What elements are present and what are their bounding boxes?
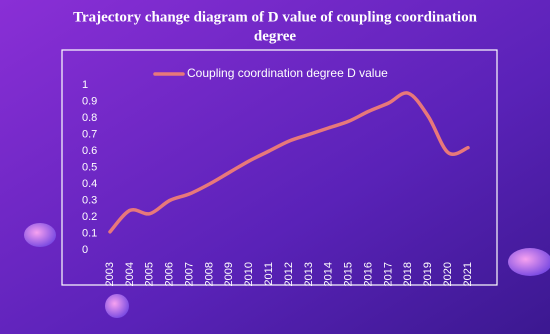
x-tick-label: 2007 (183, 262, 195, 286)
data-line (108, 91, 470, 234)
chart-title: degree (254, 28, 297, 44)
decoration (508, 248, 550, 276)
x-tick-label: 2009 (223, 262, 235, 286)
x-tick-label: 2003 (104, 262, 116, 286)
x-tick-label: 2018 (402, 262, 414, 286)
y-tick-label: 0.7 (82, 128, 97, 140)
decoration (105, 294, 129, 318)
x-tick-label: 2013 (303, 262, 315, 286)
y-tick-label: 0.4 (82, 178, 97, 190)
y-tick-label: 0.6 (82, 145, 97, 157)
x-tick-label: 2021 (462, 262, 474, 286)
chart-title: Trajectory change diagram of D value of … (73, 9, 478, 25)
x-tick-label: 2005 (144, 262, 156, 286)
x-tick-label: 2016 (362, 262, 374, 286)
plot-frame (61, 49, 498, 286)
x-tick-label: 2019 (422, 262, 434, 286)
x-tick-label: 2020 (442, 262, 454, 286)
y-tick-label: 0 (82, 244, 88, 256)
y-tick-label: 0.1 (82, 227, 97, 239)
x-tick-label: 2006 (164, 262, 176, 286)
x-tick-label: 2011 (263, 262, 275, 286)
x-tick-label: 2008 (203, 262, 215, 286)
x-tick-label: 2004 (124, 262, 136, 286)
y-tick-label: 0.5 (82, 161, 97, 173)
x-tick-label: 2015 (343, 262, 355, 286)
x-tick-label: 2017 (382, 262, 394, 286)
x-tick-label: 2014 (323, 262, 335, 286)
x-tick-label: 2010 (243, 262, 255, 286)
decoration (24, 223, 56, 247)
legend-label: Coupling coordination degree D value (187, 66, 388, 80)
y-tick-label: 0.8 (82, 112, 97, 124)
y-tick-label: 0.2 (82, 211, 97, 223)
y-tick-label: 1 (82, 79, 88, 91)
y-tick-label: 0.3 (82, 194, 97, 206)
x-tick-label: 2012 (283, 262, 295, 286)
y-tick-label: 0.9 (82, 95, 97, 107)
